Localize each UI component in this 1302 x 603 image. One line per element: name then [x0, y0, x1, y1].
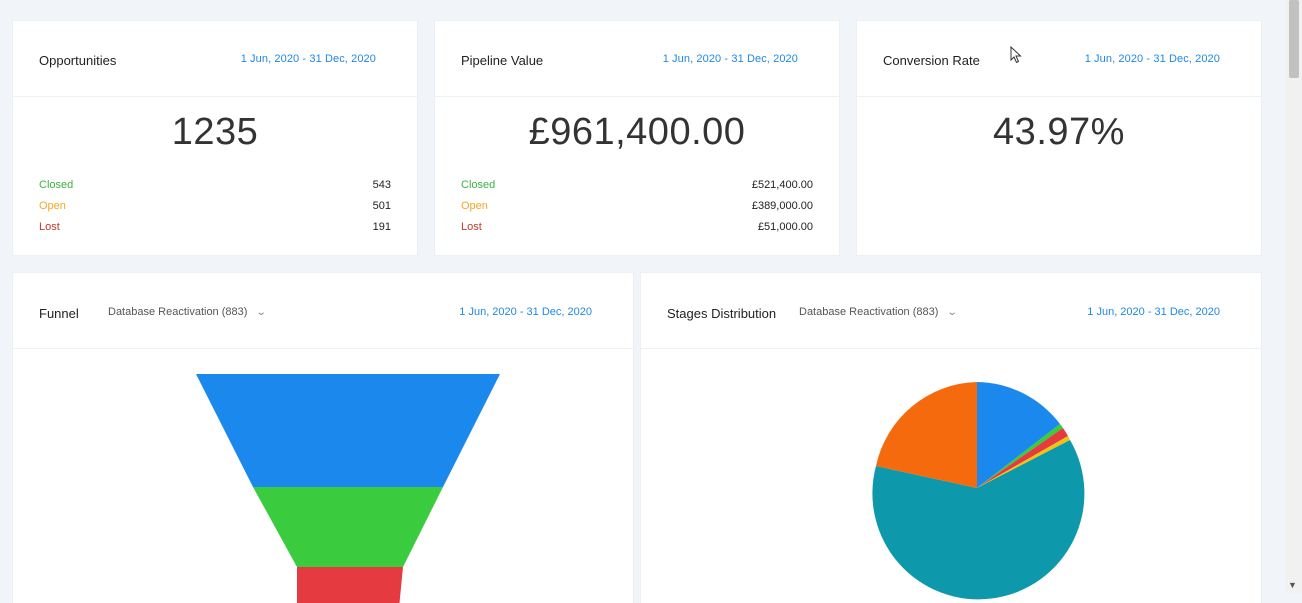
stat-label-open: Open: [461, 200, 488, 212]
mouse-pointer-icon: [1010, 46, 1022, 64]
stages-title: Stages Distribution: [667, 306, 777, 321]
stat-value-open: 501: [372, 200, 391, 212]
stat-row-lost: Lost £51,000.00: [461, 221, 813, 241]
chevron-down-icon: ⌄: [947, 307, 959, 318]
pipeline-date-range[interactable]: 1 Jun, 2020 - 31 Dec, 2020: [662, 53, 798, 65]
stat-row-lost: Lost 191: [39, 221, 391, 241]
funnel-card: Funnel Database Reactivation (883) ⌄ 1 Ju…: [13, 273, 633, 603]
funnel-stage-3[interactable]: [297, 567, 403, 603]
stages-pie-chart: [872, 382, 1085, 600]
stat-row-open: Open 501: [39, 200, 391, 220]
stat-label-open: Open: [39, 200, 66, 212]
stat-value-lost: 191: [372, 221, 391, 233]
scrollbar-thumb[interactable]: [1289, 0, 1299, 78]
conversion-date-range[interactable]: 1 Jun, 2020 - 31 Dec, 2020: [1084, 53, 1220, 65]
pipeline-value-card: Pipeline Value 1 Jun, 2020 - 31 Dec, 202…: [435, 21, 839, 255]
stat-label-lost: Lost: [39, 221, 60, 233]
opportunities-title: Opportunities: [39, 53, 117, 68]
funnel-select-label: Database Reactivation (883): [108, 306, 248, 318]
pipeline-card-header: Pipeline Value 1 Jun, 2020 - 31 Dec, 202…: [435, 21, 839, 97]
conversion-rate-card: Conversion Rate 1 Jun, 2020 - 31 Dec, 20…: [857, 21, 1261, 255]
pipeline-title: Pipeline Value: [461, 53, 544, 68]
funnel-pipeline-select[interactable]: Database Reactivation (883) ⌄: [108, 306, 268, 318]
stat-row-closed: Closed 543: [39, 179, 391, 199]
stat-value-lost: £51,000.00: [757, 221, 813, 233]
stages-distribution-card: Stages Distribution Database Reactivatio…: [641, 273, 1261, 603]
funnel-title: Funnel: [39, 306, 79, 321]
stat-value-closed: £521,400.00: [751, 179, 813, 191]
funnel-date-range[interactable]: 1 Jun, 2020 - 31 Dec, 2020: [459, 306, 592, 318]
stat-value-open: £389,000.00: [751, 200, 813, 212]
opportunities-card-header: Opportunities 1 Jun, 2020 - 31 Dec, 2020: [13, 21, 417, 97]
conversion-rate-value: 43.97%: [993, 111, 1125, 153]
stat-label-lost: Lost: [461, 221, 482, 233]
page-scrollbar[interactable]: ▼: [1285, 0, 1302, 593]
pipeline-total: £961,400.00: [528, 111, 746, 153]
funnel-chart: [196, 374, 500, 603]
stages-pipeline-select[interactable]: Database Reactivation (883) ⌄: [799, 306, 959, 318]
conversion-card-header: Conversion Rate 1 Jun, 2020 - 31 Dec, 20…: [857, 21, 1261, 97]
stages-header: Stages Distribution Database Reactivatio…: [641, 273, 1261, 349]
pie-slice-teal[interactable]: [872, 440, 1085, 600]
funnel-stage-2[interactable]: [253, 487, 443, 567]
pie-slice-orange[interactable]: [876, 382, 977, 488]
funnel-header: Funnel Database Reactivation (883) ⌄ 1 Ju…: [13, 273, 633, 349]
stages-select-label: Database Reactivation (883): [799, 306, 939, 318]
conversion-title: Conversion Rate: [883, 53, 980, 68]
scroll-down-arrow-icon[interactable]: ▼: [1288, 580, 1297, 590]
opportunities-card: Opportunities 1 Jun, 2020 - 31 Dec, 2020…: [13, 21, 417, 255]
pie-slice-blue[interactable]: [977, 382, 1060, 488]
opportunities-total: 1235: [171, 111, 259, 153]
opportunities-date-range[interactable]: 1 Jun, 2020 - 31 Dec, 2020: [240, 53, 376, 65]
funnel-stage-1[interactable]: [196, 374, 500, 487]
stat-row-open: Open £389,000.00: [461, 200, 813, 220]
pie-slice-green[interactable]: [977, 424, 1063, 488]
pie-slice-red[interactable]: [977, 428, 1068, 488]
stat-row-closed: Closed £521,400.00: [461, 179, 813, 199]
chevron-down-icon: ⌄: [256, 307, 268, 318]
pie-slice-yellow[interactable]: [977, 436, 1070, 488]
stages-date-range[interactable]: 1 Jun, 2020 - 31 Dec, 2020: [1087, 306, 1220, 318]
stat-value-closed: 543: [372, 179, 391, 191]
stat-label-closed: Closed: [39, 179, 74, 191]
stat-label-closed: Closed: [461, 179, 496, 191]
